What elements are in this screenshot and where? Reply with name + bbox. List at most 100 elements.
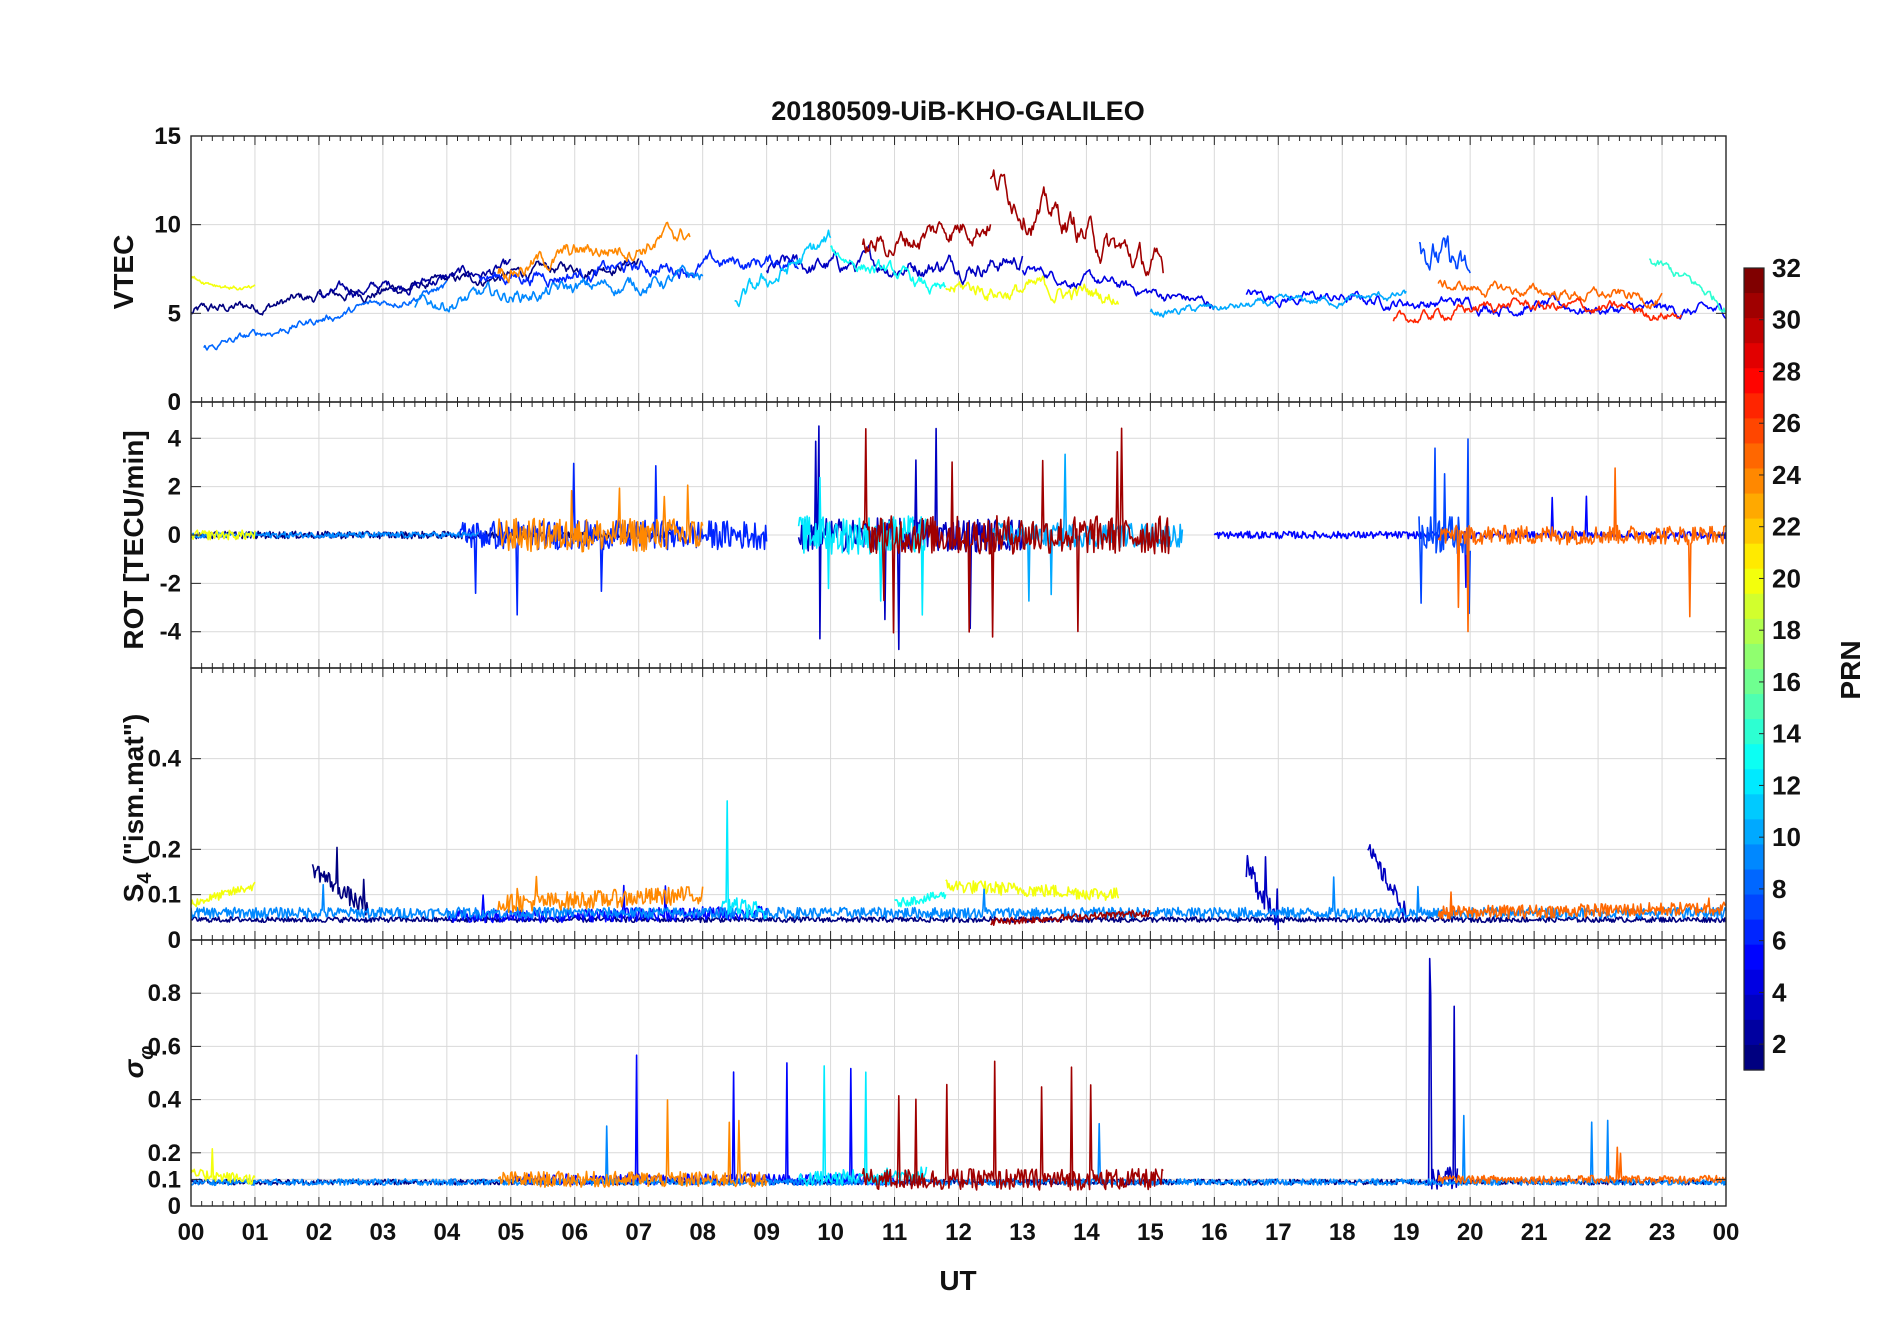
series-prn-20 [191, 529, 256, 541]
x-tick-label: 20 [1457, 1219, 1484, 1246]
series-prn-24 [497, 484, 704, 553]
x-tick-label: 11 [882, 1219, 907, 1246]
y-tick-label: 2 [168, 474, 181, 501]
colorbar-tick-label: 4 [1772, 977, 1787, 1007]
colorbar-cell [1744, 919, 1764, 946]
panel-vtec-series [191, 169, 1726, 351]
x-tick-label: 17 [1265, 1219, 1292, 1246]
colorbar-tick-label: 16 [1772, 667, 1801, 697]
series-lines [191, 169, 1726, 1191]
series-prn-3 [1245, 854, 1280, 931]
series-prn-12 [797, 1065, 928, 1187]
y-tick-label: 0 [168, 389, 181, 416]
y-tick-label: 0.2 [148, 836, 181, 863]
colorbar-cell [1744, 368, 1764, 394]
series-prn-31 [861, 427, 1171, 638]
panel-sigphi-series [191, 957, 1726, 1191]
series-prn-31 [989, 169, 1164, 277]
x-tick-label: 13 [1009, 1219, 1036, 1246]
y-tick-label: 0 [168, 1193, 181, 1220]
y-tick-label: 4 [168, 425, 182, 452]
axis-ticks: 051015-4-202400.10.20.4000.10.20.40.60.8… [148, 123, 1740, 1246]
colorbar-tick-label: 26 [1772, 408, 1801, 438]
series-prn-13 [830, 245, 947, 295]
x-tick-label: 06 [561, 1219, 588, 1246]
y-tick-label: 15 [154, 123, 181, 150]
series-prn-3 [765, 244, 1024, 286]
series-prn-7 [1418, 235, 1471, 274]
y-label-rot: ROT [TECU/min] [118, 430, 149, 649]
series-prn-20 [945, 275, 1120, 306]
series-prn-31 [861, 221, 992, 258]
y-tick-label: 5 [168, 300, 181, 327]
colorbar-tick-label: 10 [1772, 822, 1801, 852]
colorbar-cell [1744, 694, 1764, 720]
x-tick-label: 00 [178, 1219, 205, 1246]
colorbar-cell [1744, 568, 1764, 595]
y-tick-label: 0 [168, 522, 181, 549]
series-prn-20 [945, 879, 1120, 902]
series-prn-25 [1437, 891, 1726, 920]
series-prn-1 [311, 846, 371, 922]
colorbar-cell [1744, 318, 1764, 344]
y-tick-label: 0.6 [148, 1033, 181, 1060]
series-prn-20 [191, 881, 256, 908]
colorbar-cell [1744, 819, 1764, 846]
series-prn-20 [191, 1148, 256, 1185]
colorbar-cell [1744, 393, 1764, 419]
series-prn-27 [1501, 297, 1682, 322]
series-prn-14 [1648, 258, 1726, 313]
series-prn-5 [1245, 289, 1726, 320]
x-tick-label: 12 [945, 1219, 972, 1246]
colorbar-tick-label: 24 [1772, 460, 1801, 490]
series-prn-31 [861, 1060, 1164, 1191]
x-tick-label: 02 [306, 1219, 333, 1246]
y-tick-label: 0.8 [148, 980, 181, 1007]
series-prn-10 [1149, 289, 1407, 318]
colorbar-cell [1744, 994, 1764, 1021]
x-tick-label: 14 [1073, 1219, 1100, 1246]
series-prn-3 [1367, 843, 1407, 922]
colorbar-cell [1744, 969, 1764, 996]
series-prn-25 [1437, 467, 1726, 633]
colorbar-cell [1744, 518, 1764, 545]
series-prn-8 [203, 280, 448, 351]
colorbar-cell [1744, 1019, 1764, 1046]
x-tick-label: 03 [370, 1219, 397, 1246]
series-prn-2 [318, 258, 512, 298]
x-tick-label: 07 [625, 1219, 652, 1246]
colorbar-cell [1744, 719, 1764, 745]
y-tick-label: 0.4 [148, 1087, 182, 1114]
colorbar-cell [1744, 468, 1764, 495]
series-prn-6 [478, 249, 799, 288]
series-prn-1 [191, 916, 1726, 924]
x-tick-label: 05 [497, 1219, 524, 1246]
colorbar-cell [1744, 643, 1764, 670]
series-prn-9 [191, 876, 1726, 920]
colorbar-tick-label: 28 [1772, 356, 1801, 386]
x-tick-label: 04 [433, 1219, 460, 1246]
y-tick-label: 0.1 [148, 882, 181, 909]
y-tick-label: 0 [168, 927, 181, 954]
y-axis-labels: VTEC ROT [TECU/min] S4 ("ism.mat") σφ [108, 235, 158, 1079]
x-tick-label: 00 [1713, 1219, 1740, 1246]
colorbar-cell [1744, 593, 1764, 620]
colorbar-cell [1744, 744, 1764, 770]
series-prn-27 [1392, 300, 1503, 324]
series-prn-24 [497, 221, 691, 284]
colorbar-tick-label: 30 [1772, 305, 1801, 335]
x-tick-label: 16 [1201, 1219, 1228, 1246]
panel-s4-series [191, 800, 1726, 931]
y-tick-label: 10 [154, 212, 181, 239]
colorbar-tick-label: 6 [1772, 926, 1786, 956]
y-label-sigma-phi: σφ [118, 1046, 158, 1079]
y-tick-label: -2 [160, 570, 181, 597]
x-tick-label: 23 [1649, 1219, 1676, 1246]
series-prn-1 [191, 258, 640, 316]
x-axis-label: UT [939, 1265, 976, 1296]
colorbar-tick-label: 32 [1772, 253, 1801, 283]
y-tick-label: 0.1 [148, 1166, 181, 1193]
y-tick-label: 0 [168, 389, 181, 416]
series-prn-9 [414, 264, 704, 313]
